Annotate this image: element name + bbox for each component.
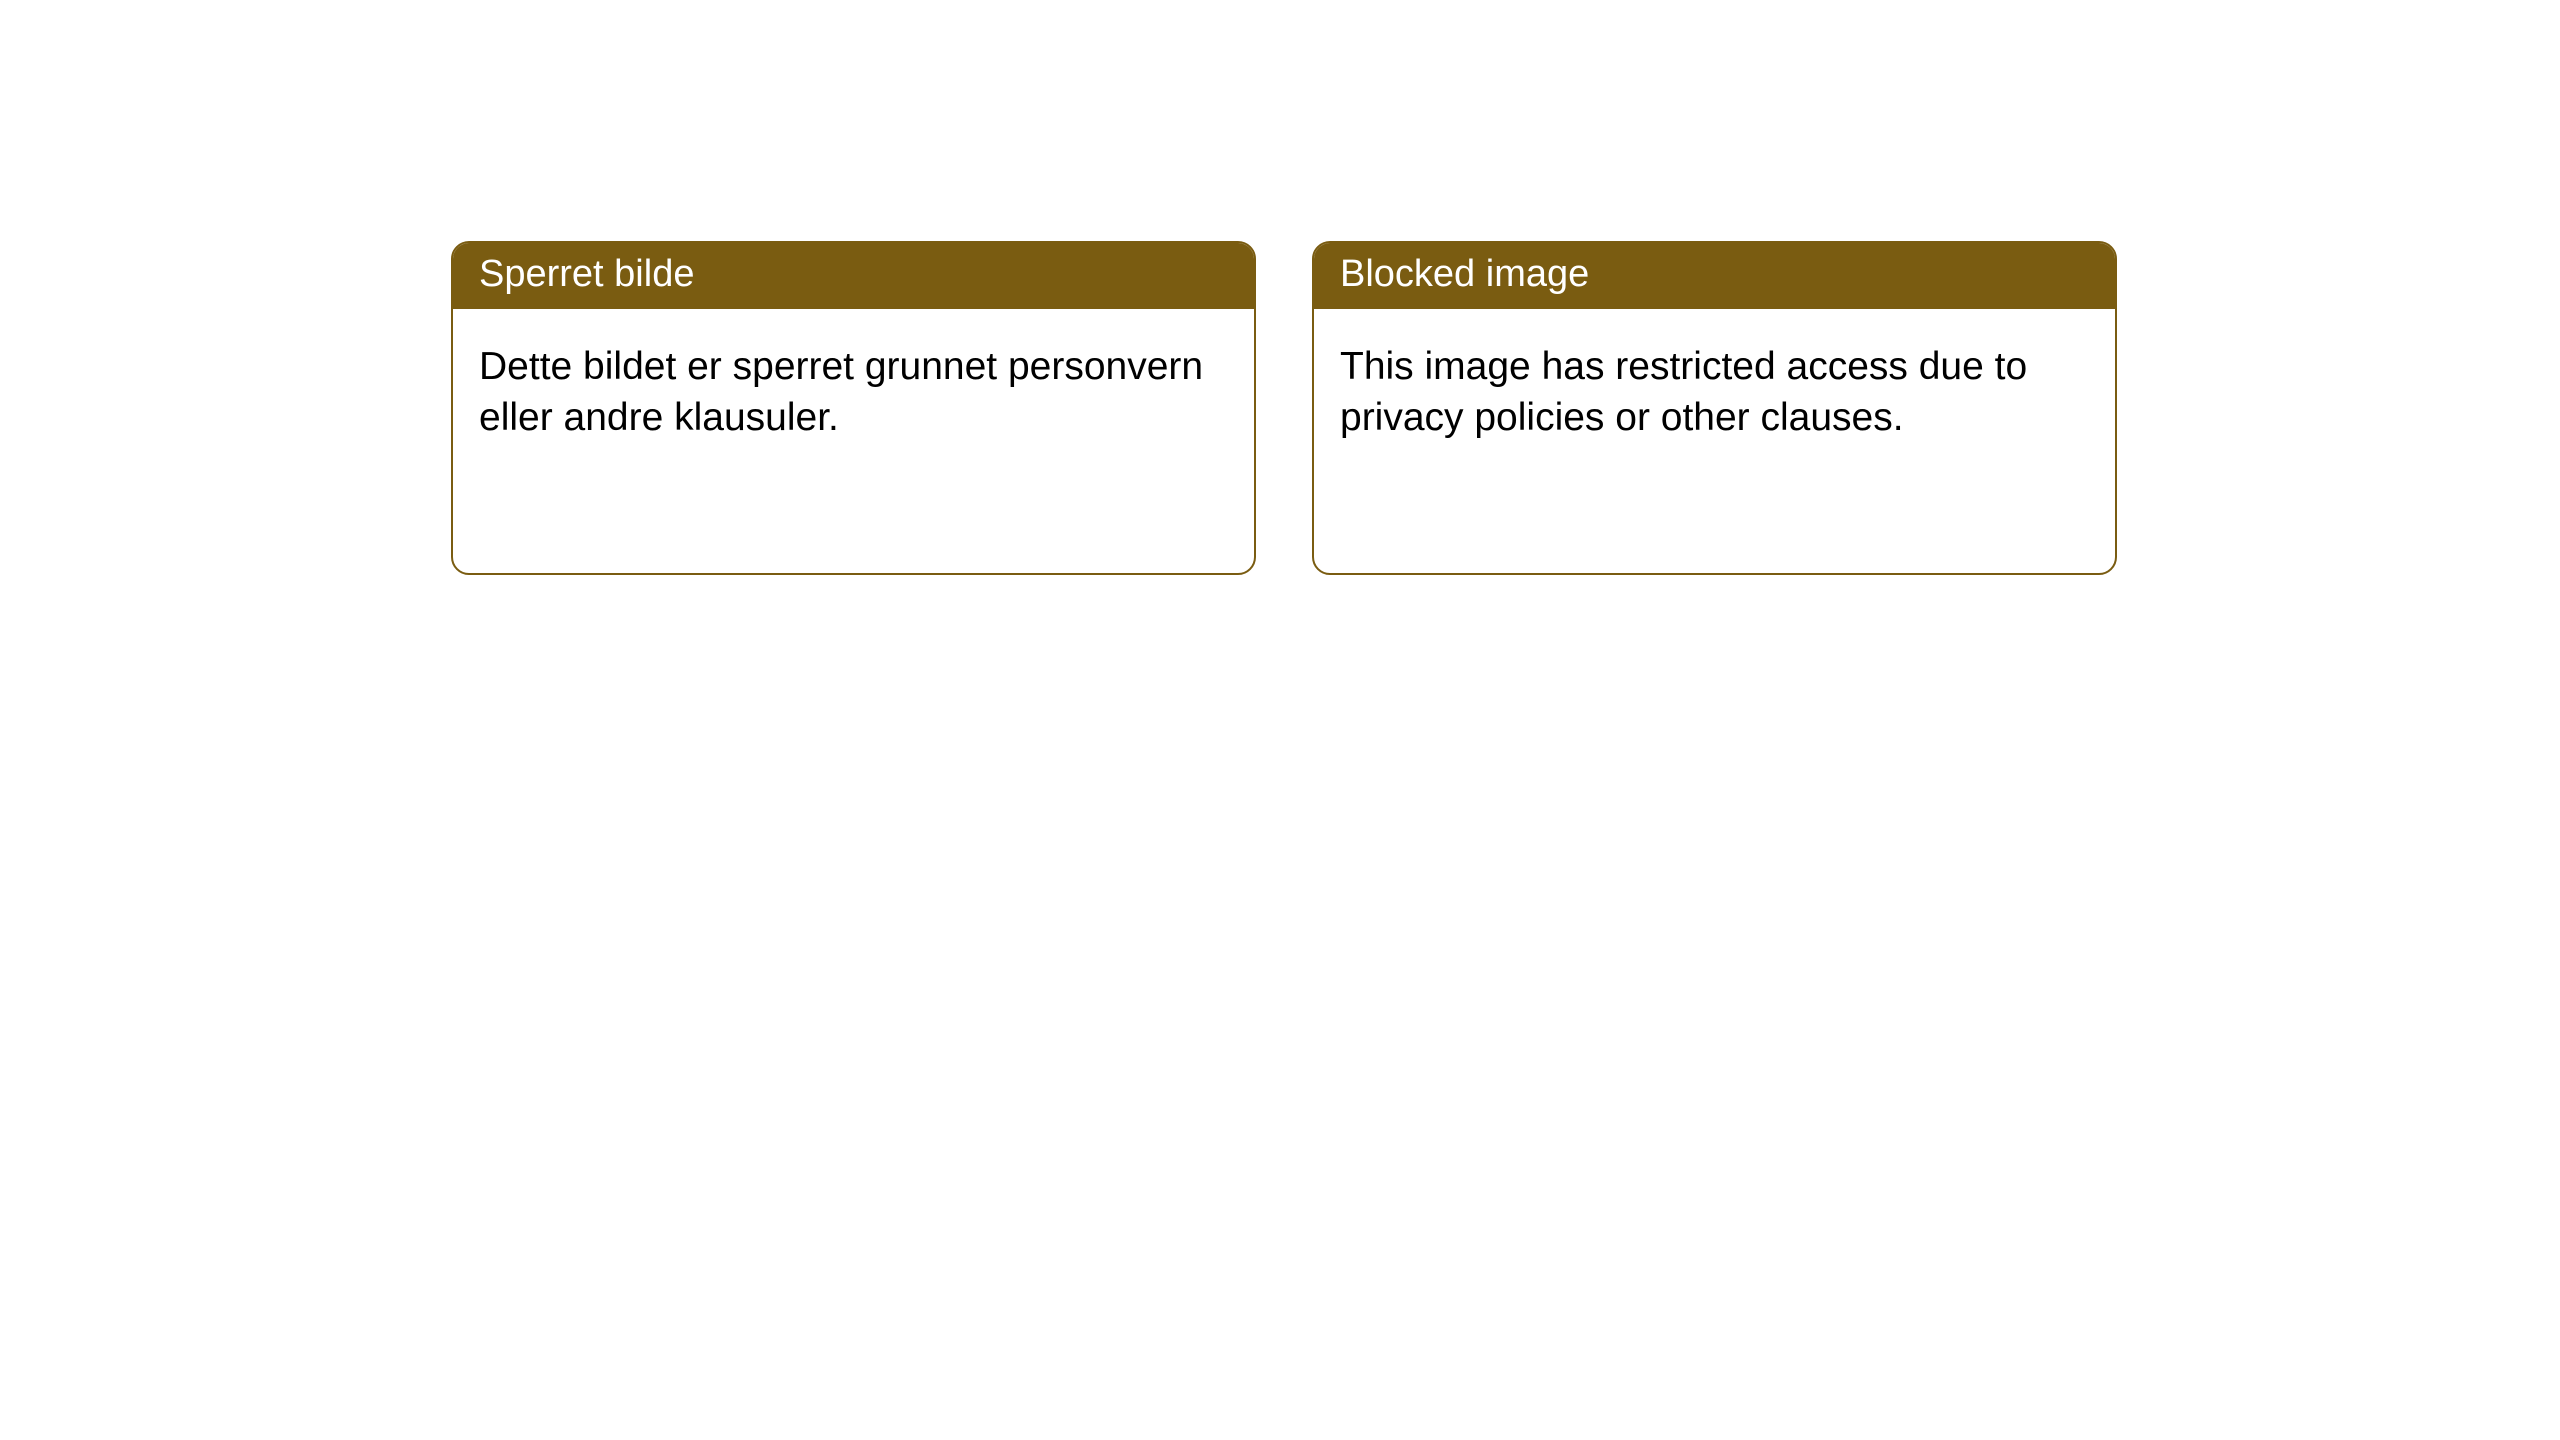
cards-row: Sperret bilde Dette bildet er sperret gr… xyxy=(0,0,2560,575)
card-body-no: Dette bildet er sperret grunnet personve… xyxy=(453,309,1254,476)
card-body-en: This image has restricted access due to … xyxy=(1314,309,2115,476)
card-title-en: Blocked image xyxy=(1314,243,2115,309)
blocked-image-card-en: Blocked image This image has restricted … xyxy=(1312,241,2117,575)
blocked-image-card-no: Sperret bilde Dette bildet er sperret gr… xyxy=(451,241,1256,575)
card-title-no: Sperret bilde xyxy=(453,243,1254,309)
